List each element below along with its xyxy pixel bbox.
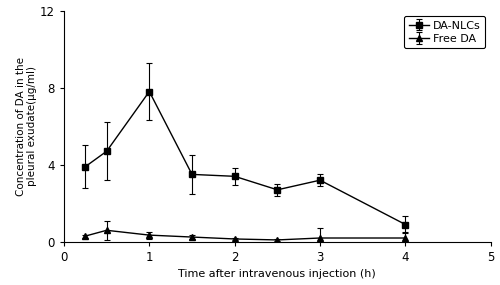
X-axis label: Time after intravenous injection (h): Time after intravenous injection (h) [178,269,376,280]
Y-axis label: Concentration of DA in the
pleural exudate(μg/ml): Concentration of DA in the pleural exuda… [16,57,37,196]
Legend: DA-NLCs, Free DA: DA-NLCs, Free DA [404,16,485,48]
